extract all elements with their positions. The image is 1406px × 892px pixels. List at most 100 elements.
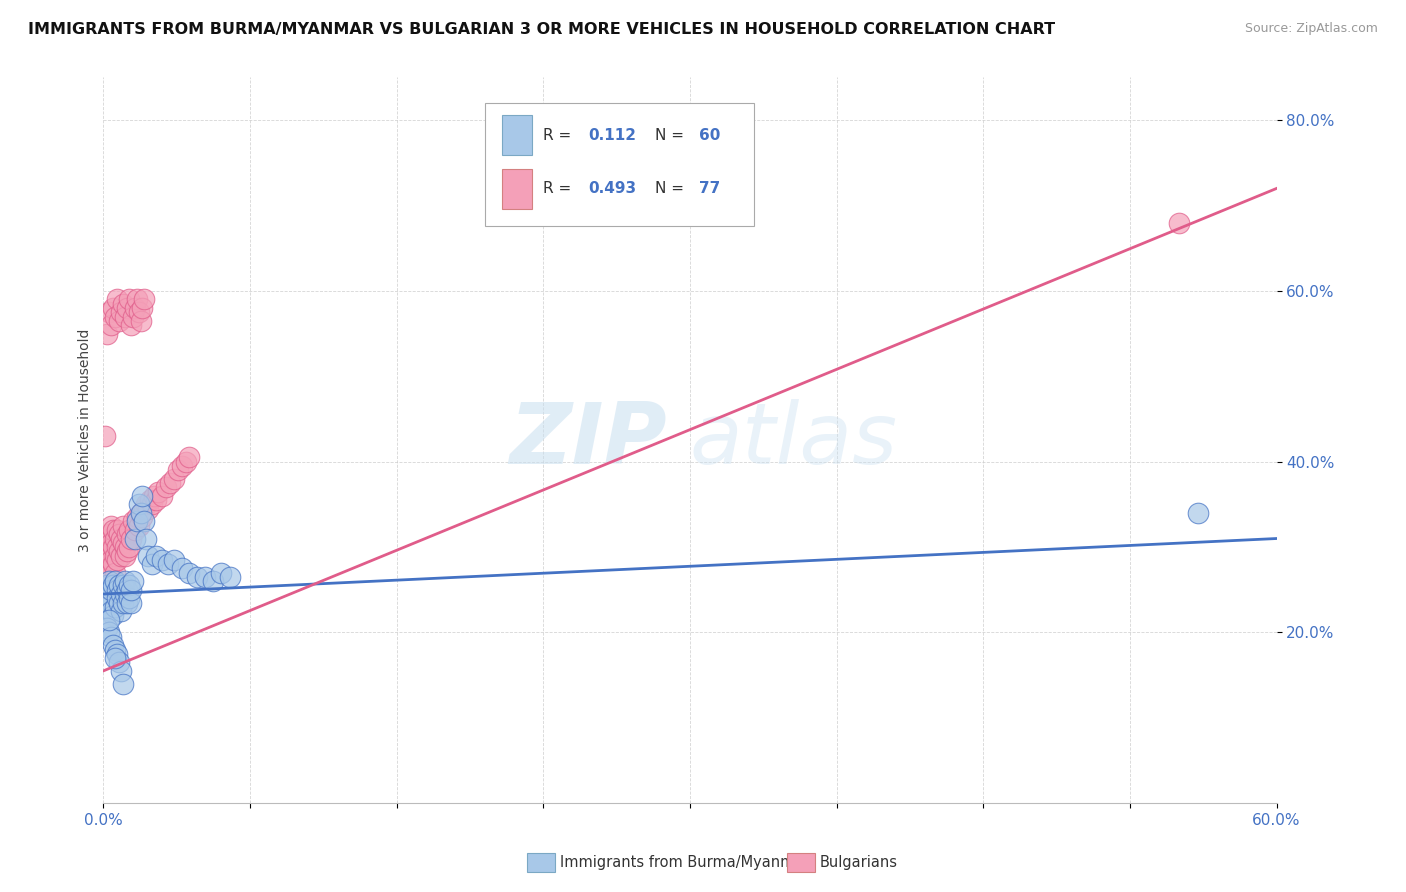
Point <box>105 553 128 567</box>
Point <box>104 574 127 589</box>
Point <box>121 515 143 529</box>
Point <box>125 293 148 307</box>
Point <box>194 570 217 584</box>
Point <box>108 656 131 670</box>
Point <box>114 549 136 563</box>
Point <box>131 510 153 524</box>
Point <box>139 493 162 508</box>
Point <box>1167 216 1189 230</box>
Point <box>101 301 124 315</box>
Point <box>101 578 124 592</box>
Point <box>98 625 121 640</box>
Point <box>131 301 153 315</box>
Point <box>118 540 141 554</box>
Point <box>104 599 127 614</box>
Text: ZIP: ZIP <box>509 399 666 482</box>
Point <box>201 574 224 589</box>
Point <box>108 578 131 592</box>
Point <box>124 301 146 315</box>
Point <box>111 536 134 550</box>
Point <box>104 549 127 563</box>
Text: R =: R = <box>543 181 576 196</box>
Point <box>129 314 152 328</box>
Point <box>105 647 128 661</box>
Point <box>135 497 157 511</box>
Y-axis label: 3 or more Vehicles in Household: 3 or more Vehicles in Household <box>79 328 93 552</box>
Point <box>128 497 150 511</box>
Point <box>146 484 169 499</box>
Point <box>110 604 132 618</box>
Point <box>1187 506 1209 520</box>
Point <box>98 596 121 610</box>
Point <box>120 596 142 610</box>
Point <box>134 293 156 307</box>
Point <box>110 549 132 563</box>
Point <box>105 293 128 307</box>
Point <box>110 587 132 601</box>
Point <box>115 301 138 315</box>
Point <box>118 523 141 537</box>
FancyBboxPatch shape <box>485 103 755 227</box>
Point <box>111 676 134 690</box>
Point <box>209 566 232 580</box>
Point <box>145 549 167 563</box>
Text: 60: 60 <box>699 128 721 143</box>
Point <box>118 578 141 592</box>
Point <box>114 310 136 324</box>
Point <box>96 549 118 563</box>
Point <box>96 578 118 592</box>
Point <box>96 532 118 546</box>
Point <box>121 310 143 324</box>
Point <box>115 582 138 597</box>
Point <box>96 599 118 614</box>
Text: 0.112: 0.112 <box>588 128 636 143</box>
Point <box>108 527 131 541</box>
Point <box>100 518 122 533</box>
Point <box>120 532 142 546</box>
Point <box>138 549 160 563</box>
Point <box>145 493 167 508</box>
Text: 77: 77 <box>699 181 721 196</box>
Point <box>101 608 124 623</box>
Point <box>105 591 128 606</box>
Point <box>141 557 163 571</box>
Point <box>143 489 166 503</box>
Point <box>125 510 148 524</box>
Point <box>96 566 118 580</box>
Point <box>101 638 124 652</box>
Point <box>129 506 152 520</box>
Point <box>96 326 118 341</box>
Point <box>114 540 136 554</box>
Point <box>110 305 132 319</box>
Point <box>94 429 117 443</box>
Point <box>96 621 118 635</box>
Text: atlas: atlas <box>690 399 898 482</box>
Point <box>98 305 121 319</box>
Point <box>108 314 131 328</box>
Point <box>170 561 193 575</box>
Point <box>108 596 131 610</box>
Point <box>174 455 197 469</box>
Point <box>121 574 143 589</box>
Point <box>138 501 160 516</box>
Point <box>105 523 128 537</box>
Point <box>104 566 127 580</box>
Point <box>104 310 127 324</box>
Point <box>124 532 146 546</box>
Point <box>129 506 152 520</box>
Point <box>115 544 138 558</box>
Text: Bulgarians: Bulgarians <box>820 855 897 870</box>
Point <box>101 540 124 554</box>
Point <box>156 557 179 571</box>
Point <box>104 642 127 657</box>
Point <box>150 553 173 567</box>
Point <box>115 527 138 541</box>
Point <box>100 553 122 567</box>
Point <box>100 604 122 618</box>
Point <box>105 582 128 597</box>
Point <box>98 527 121 541</box>
Point <box>101 557 124 571</box>
Point <box>98 574 121 589</box>
Point <box>104 651 127 665</box>
Point <box>111 596 134 610</box>
